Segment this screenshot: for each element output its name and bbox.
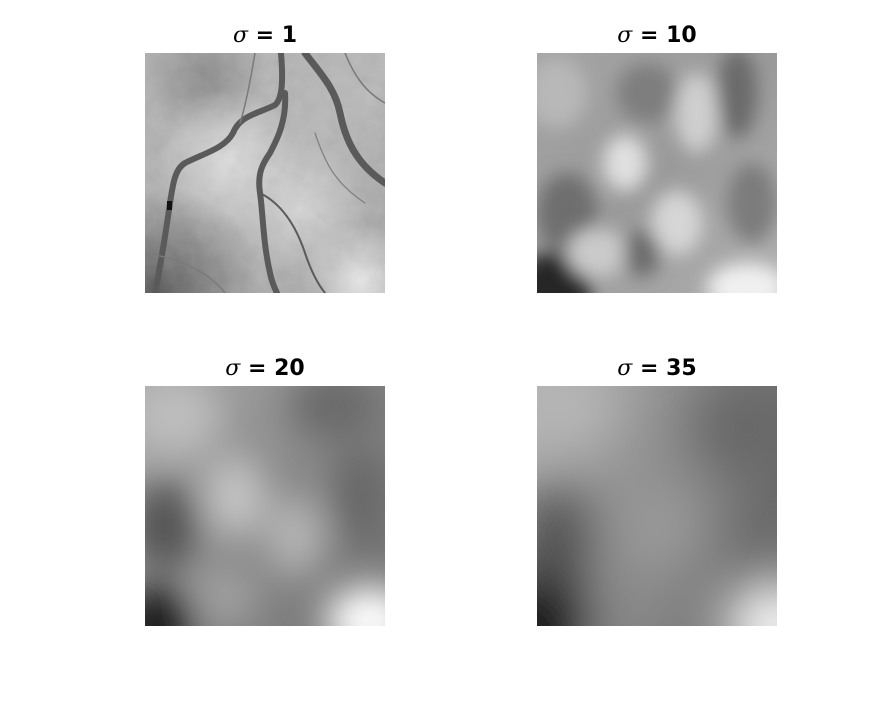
panel-title: σ = 10 [537, 23, 777, 49]
filtered-image-sigma-35 [537, 386, 777, 626]
sigma-symbol: σ [617, 356, 633, 381]
filtered-image-sigma-1 [145, 53, 385, 293]
filtered-image-sigma-10 [537, 53, 777, 293]
panel-title: σ = 1 [145, 23, 385, 49]
sigma-symbol: σ [617, 23, 633, 48]
sigma-value-label: = 35 [632, 356, 697, 381]
sigma-value-label: = 1 [247, 23, 298, 48]
sigma-symbol: σ [225, 356, 241, 381]
panel-title: σ = 35 [537, 356, 777, 382]
panel-title: σ = 20 [145, 356, 385, 382]
sigma-value-label: = 10 [632, 23, 697, 48]
sigma-value-label: = 20 [240, 356, 305, 381]
sigma-symbol: σ [232, 23, 248, 48]
filtered-image-sigma-20 [145, 386, 385, 626]
